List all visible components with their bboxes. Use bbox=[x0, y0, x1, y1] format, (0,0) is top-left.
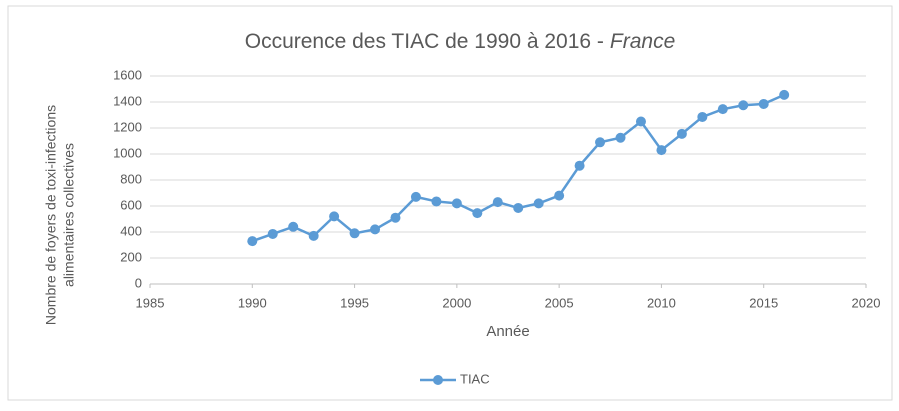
y-tick-label: 1600 bbox=[113, 67, 142, 82]
y-axis-label: alimentaires collectives bbox=[61, 143, 77, 287]
chart-title: Occurence des TIAC de 1990 à 2016 - Franc… bbox=[245, 30, 676, 53]
y-tick-label: 400 bbox=[120, 223, 142, 238]
x-tick-label: 2010 bbox=[647, 295, 676, 310]
x-axis-label: Année bbox=[486, 323, 529, 340]
legend-marker bbox=[433, 375, 443, 385]
marker bbox=[758, 98, 769, 109]
x-tick-label: 2005 bbox=[545, 295, 574, 310]
y-tick-label: 800 bbox=[120, 171, 142, 186]
marker bbox=[247, 236, 258, 247]
marker bbox=[676, 128, 687, 139]
marker bbox=[410, 191, 421, 202]
marker bbox=[513, 202, 524, 213]
marker bbox=[451, 198, 462, 209]
legend-label: TIAC bbox=[460, 371, 490, 386]
x-tick-label: 2020 bbox=[852, 295, 881, 310]
marker bbox=[533, 198, 544, 209]
marker bbox=[329, 211, 340, 222]
x-tick-label: 2000 bbox=[442, 295, 471, 310]
marker bbox=[738, 100, 749, 111]
x-tick-label: 1995 bbox=[340, 295, 369, 310]
marker bbox=[717, 104, 728, 115]
marker bbox=[554, 190, 565, 201]
y-tick-label: 1000 bbox=[113, 145, 142, 160]
y-tick-label: 1200 bbox=[113, 119, 142, 134]
marker bbox=[656, 145, 667, 156]
y-tick-label: 600 bbox=[120, 197, 142, 212]
y-axis-label: Nombre de foyers de toxi-infections bbox=[43, 105, 59, 325]
marker bbox=[390, 212, 401, 223]
x-tick-label: 1985 bbox=[136, 295, 165, 310]
marker bbox=[635, 116, 646, 127]
marker bbox=[431, 196, 442, 207]
marker bbox=[349, 228, 360, 239]
marker bbox=[472, 208, 483, 219]
marker bbox=[779, 89, 790, 100]
marker bbox=[615, 132, 626, 143]
marker bbox=[370, 224, 381, 235]
marker bbox=[308, 230, 319, 241]
marker bbox=[267, 228, 278, 239]
marker bbox=[492, 197, 503, 208]
marker bbox=[697, 111, 708, 122]
title-italic: France bbox=[610, 30, 675, 53]
marker bbox=[574, 160, 585, 171]
y-tick-label: 200 bbox=[120, 249, 142, 264]
marker bbox=[288, 221, 299, 232]
y-tick-label: 1400 bbox=[113, 93, 142, 108]
marker bbox=[595, 137, 606, 148]
x-tick-label: 1990 bbox=[238, 295, 267, 310]
x-tick-label: 2015 bbox=[749, 295, 778, 310]
title-main: Occurence des TIAC de 1990 à 2016 - bbox=[245, 30, 604, 53]
y-tick-label: 0 bbox=[135, 275, 142, 290]
